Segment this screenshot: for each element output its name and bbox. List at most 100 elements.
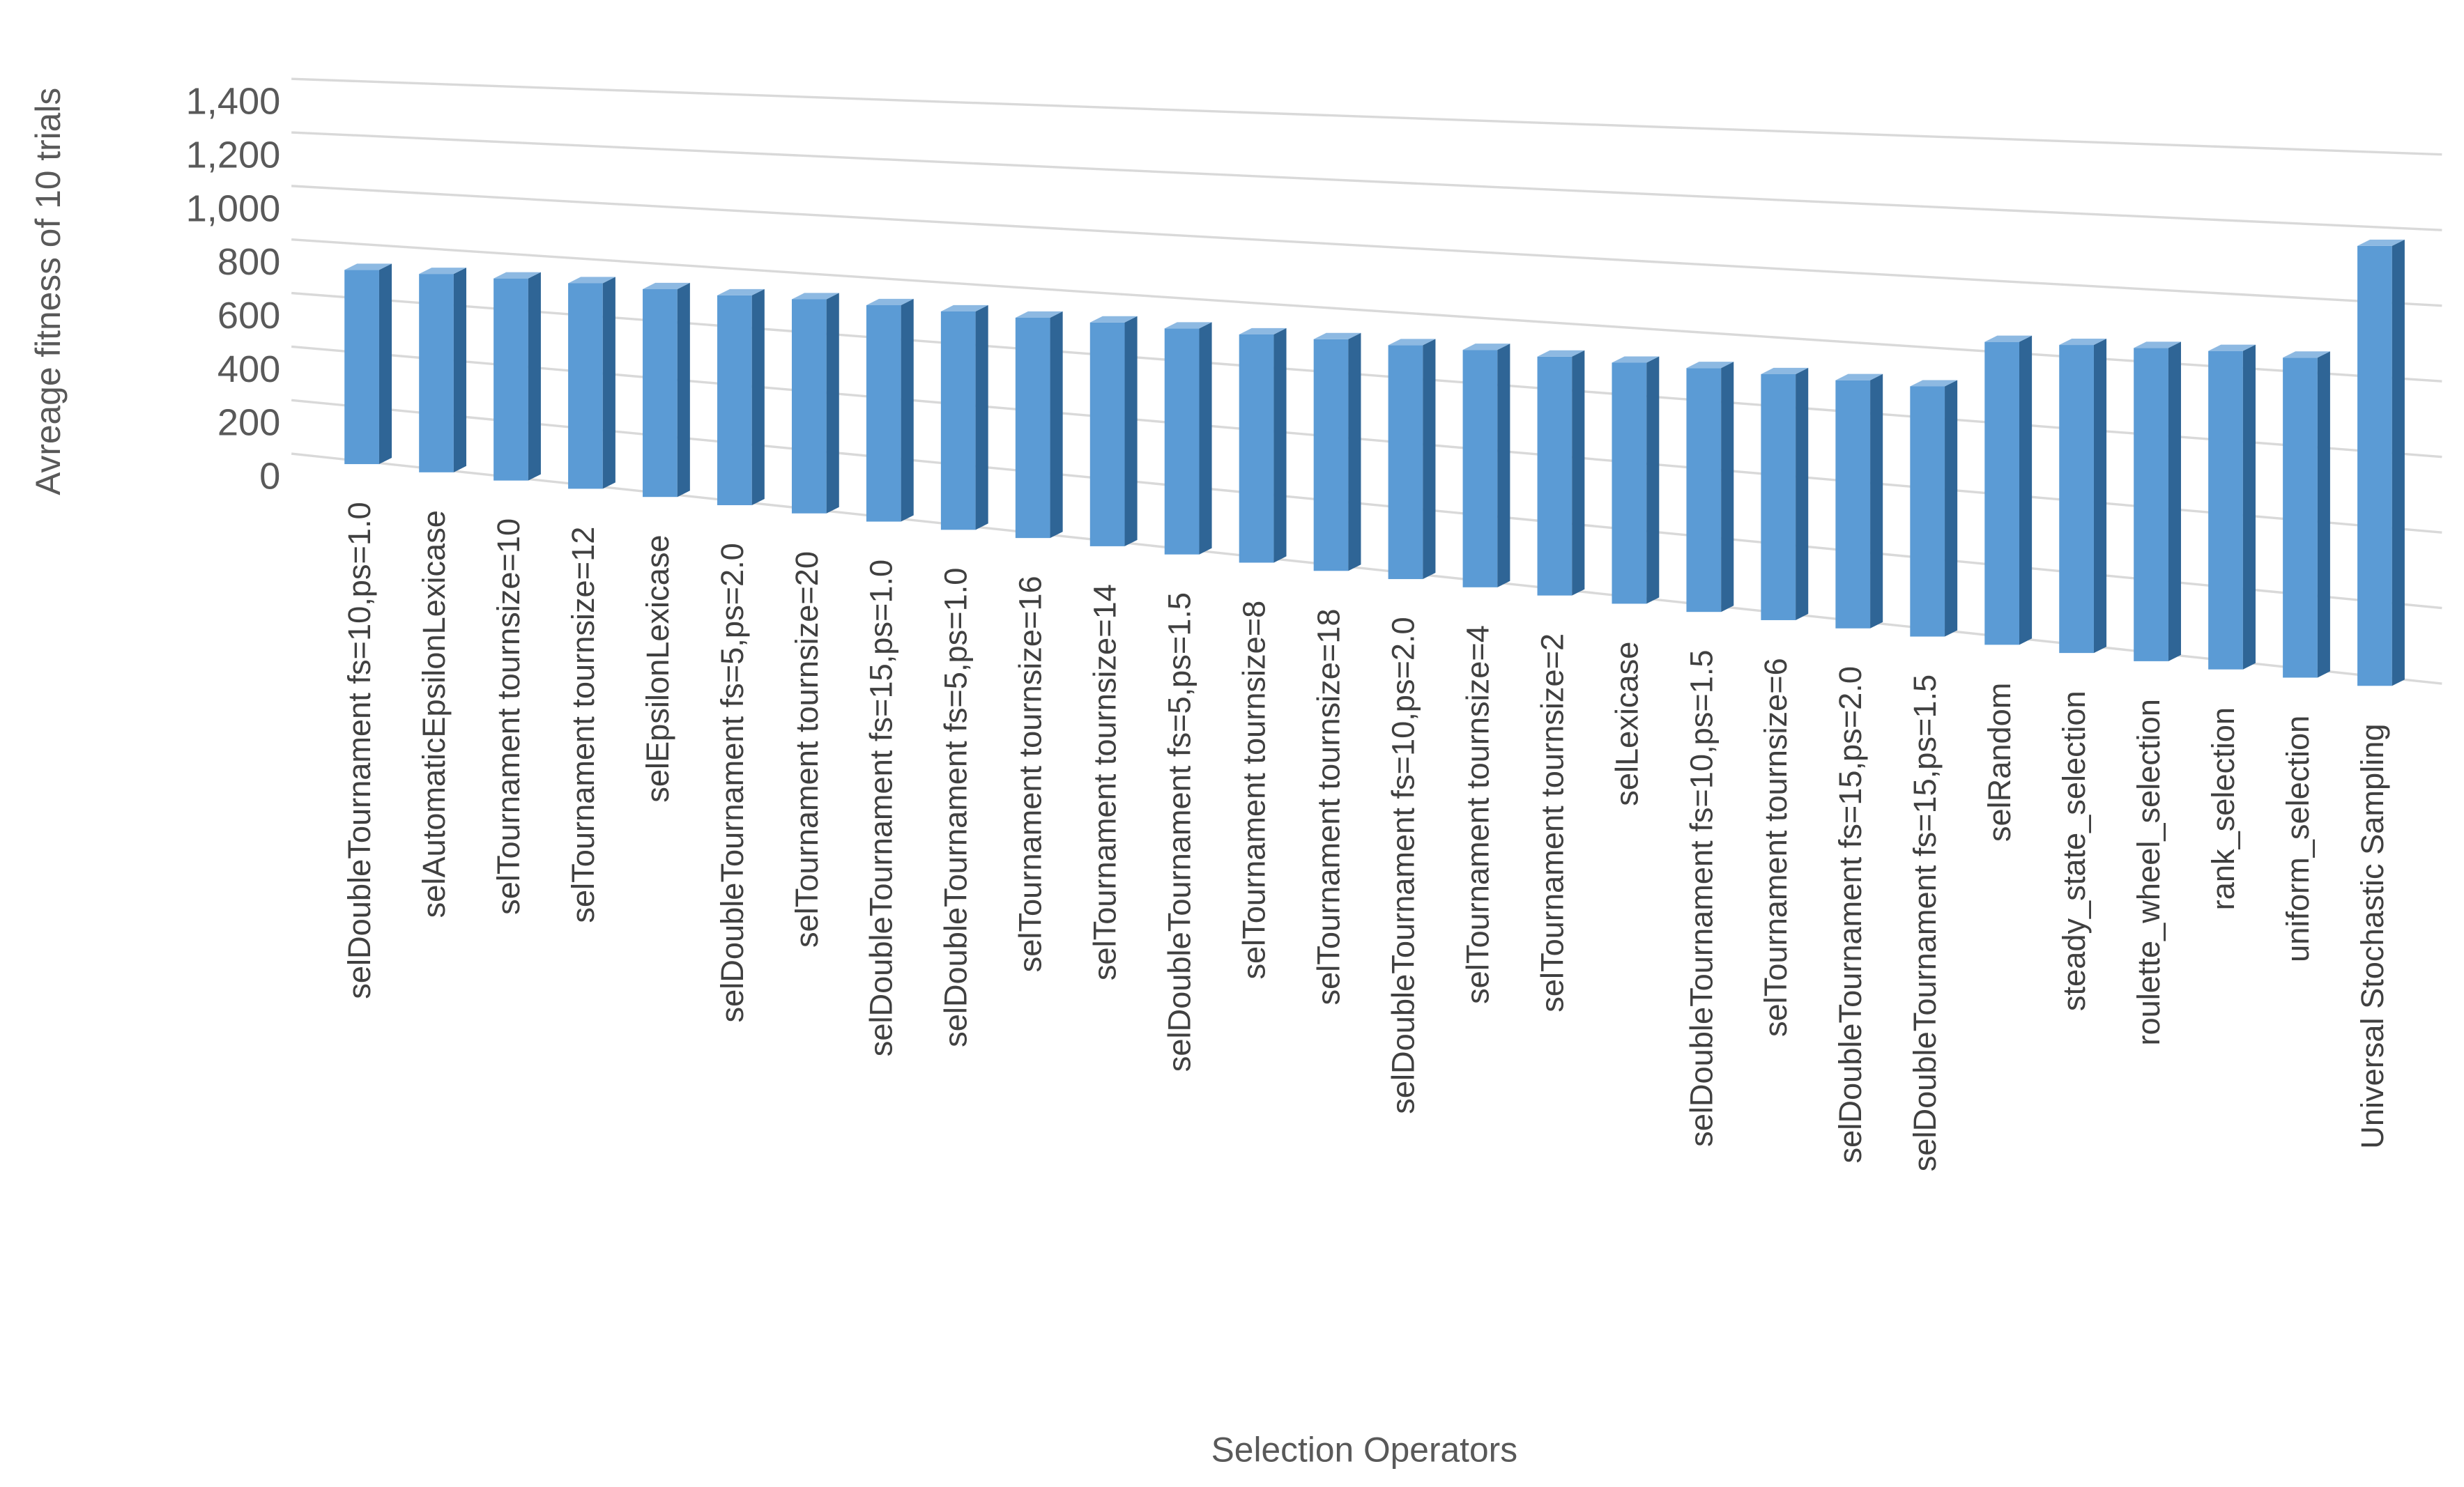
bar xyxy=(1537,350,1585,596)
bar-face xyxy=(1124,316,1138,546)
bar-face xyxy=(1612,356,1660,363)
bar-face xyxy=(791,299,827,514)
bar-face xyxy=(1537,356,1572,596)
bar-face xyxy=(1796,367,1809,620)
x-tick-label: selDoubleTournament fs=15,ps=1.0 xyxy=(864,560,899,1056)
x-tick-label: selTournament tournsize=8 xyxy=(1237,601,1272,980)
bar-face xyxy=(2208,344,2256,351)
bar-face xyxy=(419,268,466,275)
bar-face xyxy=(866,305,901,522)
bar-face xyxy=(2019,335,2033,645)
bar-face xyxy=(2283,357,2318,678)
bar xyxy=(344,263,392,465)
bar-face xyxy=(528,272,541,481)
x-tick-label: selDoubleTournament fs=5,ps=1.5 xyxy=(1162,592,1197,1072)
bar xyxy=(1835,373,1883,629)
y-tick-label: 1,200 xyxy=(186,134,281,176)
bar-face xyxy=(1239,328,1287,334)
bar-face xyxy=(419,274,454,472)
bar-face xyxy=(1572,350,1585,596)
x-tick-label: selRandom xyxy=(1982,683,2017,842)
bar-face xyxy=(1612,362,1647,604)
bar-face xyxy=(1761,373,1796,620)
bar-face xyxy=(2283,351,2330,358)
x-tick-label: selTournament tournsize=12 xyxy=(565,527,601,923)
grid-line xyxy=(291,77,2442,156)
bar-face xyxy=(1910,386,1945,637)
bar xyxy=(1164,322,1212,555)
bar-face xyxy=(1462,350,1498,587)
bar-face xyxy=(1015,317,1050,539)
bar-face xyxy=(2059,345,2094,654)
bar-face xyxy=(1313,332,1361,339)
bar-face xyxy=(1910,380,1958,387)
bar-face xyxy=(717,288,765,295)
x-tick-label: selTournament tournsize=20 xyxy=(789,551,825,948)
x-tick-label: selTournament tournsize=16 xyxy=(1013,576,1048,972)
x-tick-label: selTournament tournsize=4 xyxy=(1460,625,1495,1004)
x-tick-label: selDoubleTournament fs=15,ps=2.0 xyxy=(1832,666,1868,1163)
bar xyxy=(1239,328,1287,563)
bar-face xyxy=(602,277,615,489)
bar-face xyxy=(1015,311,1063,318)
x-tick-label: selEpsilonLexicase xyxy=(640,534,675,802)
bar-face xyxy=(344,263,392,270)
x-tick-label: selDoubleTournament fs=10,ps=2.0 xyxy=(1385,617,1421,1114)
bar-face xyxy=(643,288,678,498)
bar xyxy=(1089,316,1138,546)
bar-face xyxy=(1537,350,1585,357)
bar-face xyxy=(826,293,839,514)
grid-line xyxy=(291,185,2442,307)
bar-face xyxy=(791,293,839,300)
bar-face xyxy=(1348,332,1361,571)
bar-face xyxy=(1089,322,1125,546)
bar-face xyxy=(1721,362,1734,612)
bar-face xyxy=(1646,356,1660,604)
bar-face xyxy=(2242,344,2256,670)
bar xyxy=(2134,341,2182,661)
x-tick-label: selDoubleTournament fs=5,ps=2.0 xyxy=(714,543,750,1022)
grid-line xyxy=(291,131,2442,231)
bar xyxy=(1984,335,2033,645)
bar-face xyxy=(2392,239,2405,686)
bar xyxy=(1388,339,1436,580)
bar-face xyxy=(1239,334,1274,563)
bar-face xyxy=(2093,339,2107,654)
bar-face xyxy=(1273,328,1287,563)
y-tick-label: 1,000 xyxy=(186,187,281,229)
x-tick-label: selTournament tournsize=10 xyxy=(491,518,526,915)
bar xyxy=(493,272,541,481)
bar-face xyxy=(1984,341,2020,645)
bar xyxy=(1462,344,1510,587)
bar xyxy=(2357,239,2405,686)
bar-face xyxy=(1164,322,1212,329)
y-tick-label: 200 xyxy=(217,402,281,444)
bar-face xyxy=(2059,339,2107,346)
bar-face xyxy=(1686,362,1734,369)
x-tick-label: selLexicase xyxy=(1609,642,1644,806)
bar xyxy=(643,282,690,498)
bar-face xyxy=(453,268,466,472)
bar-face xyxy=(568,283,603,489)
bar-face xyxy=(2357,239,2405,246)
bar xyxy=(1313,332,1361,571)
bar-face xyxy=(1761,367,1809,374)
x-tick-label: selTournament tournsize=2 xyxy=(1534,633,1570,1012)
x-tick-label: selDoubleTournament fs=15,ps=1.5 xyxy=(1907,675,1943,1171)
bar xyxy=(1015,311,1063,539)
bar-face xyxy=(677,282,690,498)
x-tick-label: roulette_wheel_selection xyxy=(2131,699,2166,1045)
bar xyxy=(2283,351,2330,678)
bar xyxy=(2059,339,2107,654)
bar-face xyxy=(1089,316,1138,323)
bar xyxy=(1761,367,1809,620)
bar xyxy=(1686,362,1734,612)
x-tick-label: selTournament tournsize=14 xyxy=(1087,584,1123,980)
bar xyxy=(1910,380,1958,637)
bar-face xyxy=(2168,341,2182,661)
x-tick-label: selDoubleTournament fs=10,ps=1.5 xyxy=(1683,649,1719,1146)
bar-face xyxy=(940,311,976,530)
bar-face xyxy=(751,288,765,505)
bar-face xyxy=(378,263,392,465)
